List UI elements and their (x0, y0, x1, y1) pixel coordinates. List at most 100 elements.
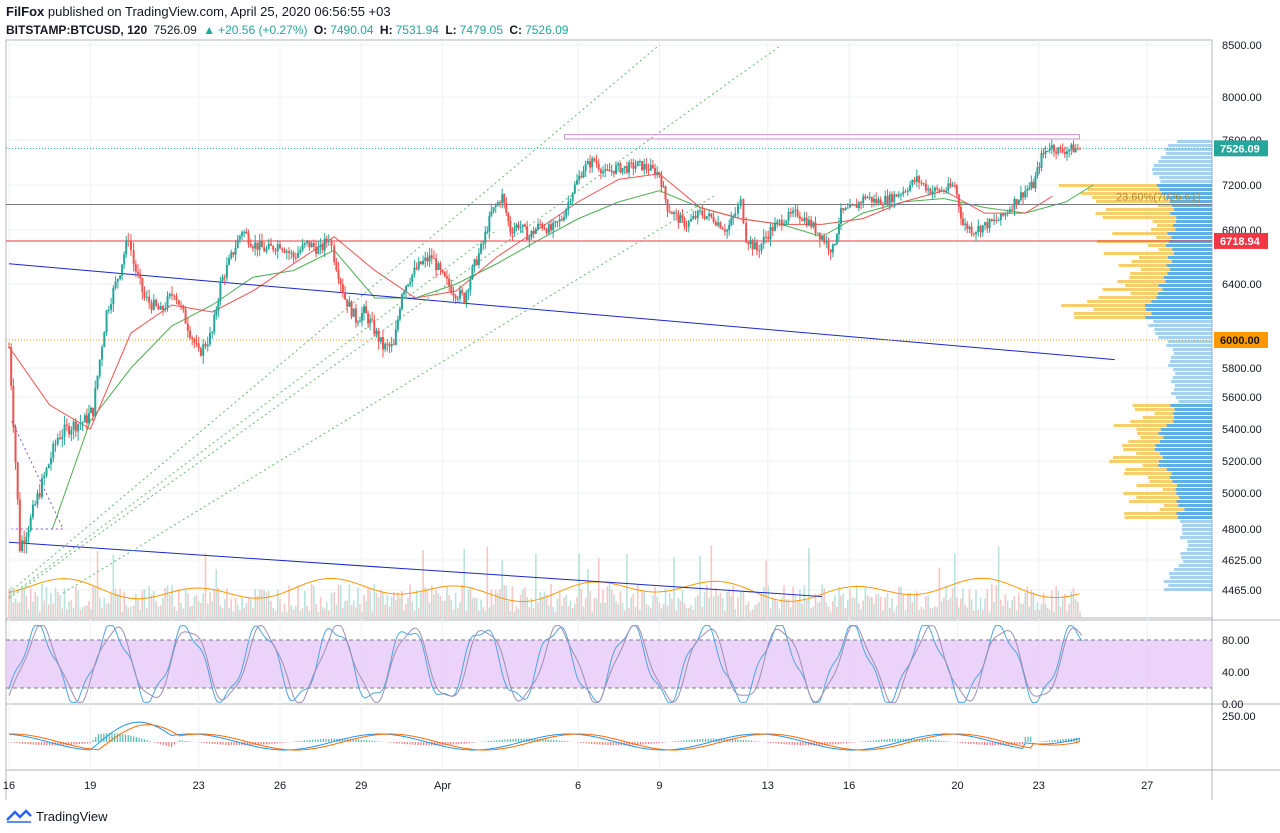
candle-body (251, 246, 254, 249)
volume-bar (283, 603, 286, 618)
candle-body (964, 223, 967, 225)
candle-body (523, 224, 526, 227)
volume-bar (96, 550, 99, 618)
author-name[interactable]: FilFox (6, 4, 45, 19)
macd-histogram-bar (206, 742, 208, 744)
volume-bar (781, 597, 783, 618)
volume-bar (600, 602, 602, 618)
macd-histogram-bar (406, 742, 408, 745)
volume-bar (827, 606, 830, 618)
macd-histogram-bar (932, 740, 934, 742)
volume-bar (236, 604, 239, 618)
macd-histogram-bar (599, 742, 601, 745)
candle-body (1024, 190, 1027, 198)
volume-profile-bar (1096, 240, 1169, 243)
tradingview-logo-icon[interactable] (6, 808, 32, 824)
volume-bar (43, 600, 46, 618)
volume-bar (550, 584, 552, 618)
volume-bar (484, 610, 487, 618)
volume-profile-bar (1166, 468, 1212, 471)
candle-body (721, 228, 724, 230)
macd-histogram-bar (309, 739, 311, 742)
candle-body (94, 387, 97, 416)
volume-bar (979, 597, 982, 618)
candle-body (753, 242, 756, 250)
candle-body (213, 314, 216, 332)
volume-bar (717, 595, 719, 618)
volume-bar (515, 606, 518, 618)
volume-bar (191, 606, 193, 618)
volume-profile-bar (1174, 408, 1212, 411)
volume-bar (613, 594, 615, 618)
candle-body (448, 278, 451, 286)
volume-bar (558, 591, 561, 618)
candle-body (662, 186, 665, 188)
macd-histogram-bar (225, 742, 227, 745)
candle-body (975, 232, 978, 235)
candle-body (515, 224, 518, 229)
symbol-label[interactable]: BITSTAMP:BTCUSD, 120 (6, 23, 148, 37)
candle-body (922, 183, 925, 185)
candle-body (143, 291, 146, 298)
macd-histogram-bar (371, 740, 373, 742)
macd-histogram-bar (49, 742, 51, 746)
ohlc-legend: BITSTAMP:BTCUSD, 120 7526.09 ▲ +20.56 (+0… (6, 21, 1206, 39)
candle-body (409, 282, 412, 285)
macd-histogram-bar (217, 742, 219, 745)
volume-bar (306, 605, 308, 618)
volume-profile-bar (1178, 496, 1212, 499)
volume-bar (327, 610, 330, 618)
volume-bar (424, 587, 427, 618)
candle-body (254, 242, 257, 249)
price-change: +20.56 (+0.27%) (218, 23, 308, 37)
candle-body (877, 199, 880, 204)
candle-body (501, 194, 504, 204)
candle-body (536, 223, 539, 229)
candle-body (543, 228, 546, 230)
candle-body (247, 233, 250, 245)
macd-histogram-bar (843, 742, 845, 744)
tradingview-brand[interactable]: TradingView (36, 808, 108, 824)
candle-body (519, 226, 522, 228)
candle-body (499, 202, 502, 204)
volume-profile-bar (1117, 280, 1166, 283)
volume-bar (1028, 606, 1031, 618)
candle-body (823, 236, 826, 243)
candle-body (929, 188, 932, 195)
macd-histogram-bar (78, 742, 81, 745)
volume-bar (388, 606, 391, 618)
macd-histogram-bar (428, 742, 430, 746)
macd-histogram-bar (645, 742, 647, 745)
volume-bar (997, 546, 1000, 618)
candle-body (202, 344, 205, 356)
volume-bar (1068, 603, 1070, 618)
candle-body (931, 191, 934, 195)
volume-profile-bar (1159, 176, 1212, 179)
volume-bar (308, 610, 311, 618)
volume-profile-bar (1153, 164, 1212, 167)
volume-bar (45, 587, 48, 618)
macd-histogram-bar (975, 742, 978, 745)
candle-body (949, 183, 952, 187)
volume-profile-bar (1178, 400, 1212, 403)
macd-histogram-bar (878, 739, 880, 742)
candle-body (219, 281, 222, 301)
volume-profile-bar (1140, 268, 1170, 271)
candle-body (360, 312, 363, 321)
macd-histogram-bar (341, 738, 343, 742)
candle-body (798, 216, 801, 219)
footer: TradingView (6, 806, 108, 826)
candle-body (521, 224, 524, 227)
volume-profile-bar (1173, 412, 1212, 415)
candle-body (121, 264, 124, 276)
candle-body (59, 437, 62, 439)
candle-body (437, 263, 440, 271)
macd-histogram-bar (257, 742, 259, 745)
macd-histogram-bar (1030, 736, 1032, 742)
candle-body (955, 185, 958, 195)
volume-bar (541, 596, 544, 618)
candle-body (27, 530, 30, 537)
volume-profile-bar (1148, 476, 1170, 479)
candle-body (875, 198, 878, 204)
